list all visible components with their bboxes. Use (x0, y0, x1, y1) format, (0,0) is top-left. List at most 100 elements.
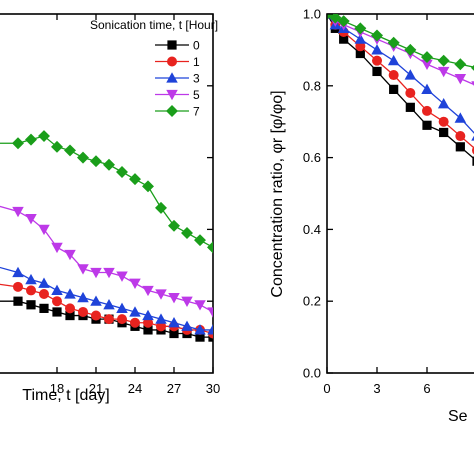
x-tick-label: 18 (50, 381, 64, 396)
data-point-series-0 (422, 120, 432, 130)
data-point-series-1 (91, 310, 101, 321)
data-point-series-3 (437, 98, 450, 109)
y-axis-title: Concentration ratio, φr [φ/φo] (269, 90, 286, 297)
data-point-series-0 (405, 102, 415, 112)
data-point-series-5 (421, 59, 433, 71)
data-point-series-0 (455, 142, 465, 152)
data-point-series-1 (78, 306, 88, 317)
data-point-series-3 (454, 112, 467, 123)
data-point-series-5 (64, 249, 76, 261)
data-point-series-3 (77, 291, 89, 303)
data-point-series-1 (130, 317, 140, 328)
data-point-series-7 (207, 241, 213, 254)
data-point-series-5 (437, 66, 450, 78)
data-point-series-7 (38, 130, 50, 143)
data-point-series-1 (52, 296, 62, 307)
data-point-series-1 (422, 105, 432, 116)
data-point-series-7 (337, 15, 350, 28)
data-point-series-3 (168, 316, 180, 328)
data-point-series-0 (52, 307, 62, 317)
data-point-series-3 (181, 320, 193, 331)
data-point-series-5 (103, 267, 115, 279)
data-point-series-3 (90, 295, 102, 306)
data-point-series-7 (129, 173, 141, 186)
data-point-series-7 (64, 144, 76, 157)
data-point-series-3 (51, 284, 63, 296)
data-point-series-0 (169, 328, 179, 339)
y-tick-label: 0.0 (303, 366, 321, 381)
data-point-series-7 (103, 158, 115, 171)
data-point-series-3 (404, 69, 417, 80)
data-point-series-1 (117, 314, 127, 325)
series-line-7 (0, 135, 213, 248)
data-point-series-1 (143, 317, 153, 328)
data-point-series-3 (116, 302, 128, 313)
legend-marker-3 (166, 72, 178, 83)
y-tick-label: 0.2 (303, 294, 321, 309)
data-point-series-5 (471, 81, 474, 87)
data-point-series-3 (207, 324, 213, 335)
data-point-series-7 (421, 51, 433, 64)
y-tick-label: 0.8 (303, 78, 321, 93)
data-point-series-3 (103, 299, 115, 310)
data-point-series-5 (51, 242, 63, 254)
data-point-series-3 (64, 288, 76, 299)
data-point-series-3 (421, 83, 433, 94)
data-point-series-0 (143, 325, 153, 335)
data-point-series-0 (65, 310, 75, 321)
data-point-series-0 (389, 84, 399, 94)
data-point-series-1 (388, 70, 399, 81)
data-point-series-5 (116, 271, 128, 282)
legend-label-0: 0 (193, 39, 200, 53)
legend-marker-1 (167, 56, 177, 67)
data-point-series-7 (12, 137, 24, 150)
data-point-series-7 (194, 234, 206, 247)
data-point-series-0 (372, 66, 382, 77)
data-point-series-7 (387, 36, 400, 49)
legend-marker-0 (167, 40, 177, 50)
plot-frame (326, 13, 474, 374)
data-point-series-7 (354, 22, 367, 35)
legend-label-7: 7 (193, 105, 200, 119)
data-point-series-5 (77, 264, 89, 275)
data-point-series-1 (372, 55, 382, 66)
data-point-series-1 (438, 116, 449, 127)
data-point-series-7 (90, 155, 102, 168)
data-point-series-3 (155, 313, 167, 324)
data-point-series-0 (439, 127, 449, 138)
data-point-series-7 (371, 29, 383, 42)
legend-marker-7 (166, 105, 178, 117)
data-point-series-5 (38, 224, 50, 236)
series-line-7 (327, 14, 474, 68)
series-line-1 (327, 14, 474, 149)
x-tick-label: 24 (128, 381, 142, 396)
data-point-series-7 (116, 165, 128, 178)
data-point-series-5 (454, 74, 467, 85)
data-point-series-0 (339, 34, 349, 44)
x-tick-label: 0 (323, 381, 330, 396)
data-point-series-7 (142, 180, 154, 193)
data-point-series-1 (65, 303, 75, 314)
series-line-5 (327, 14, 474, 86)
plot-area (327, 14, 474, 166)
data-point-series-7 (471, 64, 474, 71)
data-point-series-1 (455, 131, 466, 142)
y-tick-label: 0.6 (303, 150, 321, 165)
legend: Sonication time, t [Hour] 0 1 3 5 7 (90, 18, 218, 119)
data-point-series-5 (155, 289, 167, 300)
y-tick-label: 0.4 (303, 222, 321, 237)
data-point-series-7 (437, 54, 450, 67)
data-point-series-1 (355, 41, 366, 52)
data-point-series-1 (13, 281, 23, 292)
data-point-series-5 (12, 206, 24, 218)
data-point-series-1 (104, 314, 114, 325)
data-point-series-3 (194, 324, 206, 335)
data-point-series-3 (471, 135, 474, 141)
data-point-series-7 (51, 140, 63, 153)
data-point-series-0 (472, 156, 474, 166)
data-point-series-3 (12, 266, 24, 278)
data-point-series-3 (354, 33, 367, 44)
data-point-series-0 (195, 332, 205, 342)
